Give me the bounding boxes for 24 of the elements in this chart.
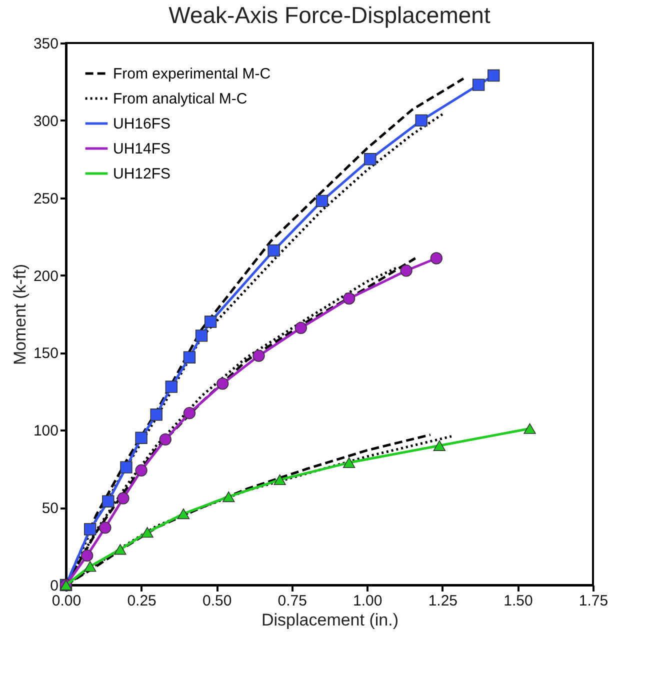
x-tick-label: 1.00 xyxy=(353,592,382,610)
legend-label: From analytical M-C xyxy=(113,90,248,108)
y-tick-label: 350 xyxy=(33,36,58,52)
y-tick-label: 0 xyxy=(50,578,58,594)
y-tick-label: 100 xyxy=(33,422,58,440)
x-tick-label: 0.25 xyxy=(127,592,156,610)
y-tick-label: 200 xyxy=(33,268,58,285)
x-tick-label: 1.75 xyxy=(578,592,608,610)
x-tick-label: 0.00 xyxy=(52,592,82,610)
x-tick-label: 1.25 xyxy=(428,592,458,610)
legend-label: UH16FS xyxy=(113,116,171,132)
legend-label: From experimental M-C xyxy=(113,66,271,82)
x-tick-label: 1.50 xyxy=(504,592,533,610)
x-tick-label: 0.75 xyxy=(278,592,307,610)
chart-title: Weak-Axis Force-Displacement xyxy=(168,2,491,28)
x-tick-label: 0.50 xyxy=(202,592,232,610)
y-axis-title: Moment (k-ft) xyxy=(10,264,30,366)
y-tick-label: 150 xyxy=(33,345,58,362)
x-axis-title: Displacement (in.) xyxy=(262,610,398,630)
y-tick-label: 250 xyxy=(33,190,58,208)
y-tick-label: 50 xyxy=(42,500,58,518)
legend-label: UH12FS xyxy=(113,166,171,182)
legend-label: UH14FS xyxy=(113,140,171,158)
y-tick-label: 300 xyxy=(33,112,58,130)
